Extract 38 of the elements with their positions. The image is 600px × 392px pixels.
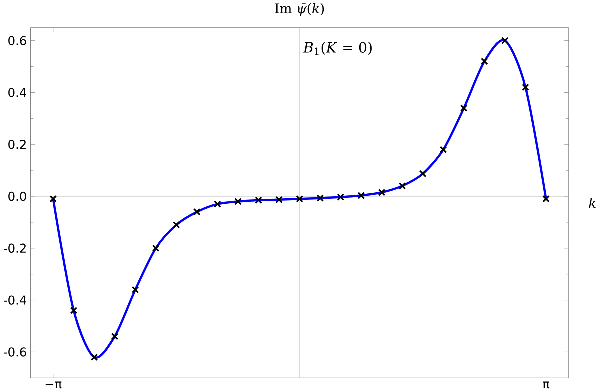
point <box>419 170 427 178</box>
point <box>522 84 530 92</box>
point <box>70 307 78 314</box>
point <box>440 146 448 154</box>
line-series <box>52 40 548 359</box>
point <box>276 196 283 204</box>
annotation: B$_{1}$(K = 0) <box>303 42 372 56</box>
point <box>193 208 201 216</box>
point <box>255 196 262 204</box>
point <box>50 195 58 203</box>
point <box>337 194 345 201</box>
y-tick-label: 0.2 <box>8 140 26 150</box>
point <box>234 198 242 206</box>
point <box>316 194 324 202</box>
point <box>214 200 222 208</box>
point <box>378 188 386 196</box>
point <box>111 332 119 340</box>
x-tick-label: π <box>543 382 550 389</box>
point <box>152 244 160 252</box>
point <box>460 104 468 112</box>
y-tick-label: 0.6 <box>8 36 26 46</box>
point <box>132 286 140 294</box>
point <box>480 58 488 66</box>
x-axis-title: k <box>589 198 596 208</box>
y-tick-label: -0.4 <box>4 296 26 305</box>
point <box>358 192 366 200</box>
y-tick-label: -0.6 <box>4 348 26 357</box>
y-tick-label: 0.0 <box>8 192 26 202</box>
point <box>296 195 304 203</box>
point <box>90 354 98 362</box>
x-tick-label: −π <box>46 382 62 389</box>
point <box>398 182 406 190</box>
point <box>172 221 180 229</box>
y-tick-label: -0.2 <box>4 244 26 254</box>
point <box>501 37 509 45</box>
chart-title: Im ψ̄(k) <box>275 3 324 16</box>
point <box>542 195 550 203</box>
y-tick-label: 0.4 <box>8 88 26 98</box>
